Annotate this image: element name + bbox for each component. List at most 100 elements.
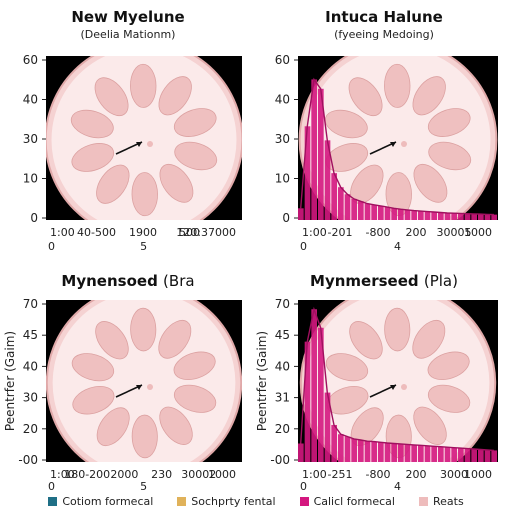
tissue-lobe [427,384,471,413]
tissue-lobe [158,76,192,116]
chart-panel-new-myelune: New Myelune (Deelia Mationm) 60 40 30 10 0 1:… [0,0,256,256]
specimen-disc-group [299,300,497,462]
x-tick-label: -800 [366,226,391,239]
center-dot [147,141,153,147]
chart-title: Mynmerseed (Pla) [256,272,512,290]
x-tick-label: 1:00 [50,226,75,239]
y-tick-label: 40 [23,359,38,373]
x-tick-label-secondary: 0 [300,480,307,493]
y-tick-label: 30 [23,132,38,146]
bar [464,213,471,220]
bar [444,447,451,462]
bar [438,446,444,462]
bar [418,211,424,220]
tissue-lobe [72,386,115,415]
bar [398,209,404,220]
tissue-lobe [158,319,192,359]
bar [344,436,351,462]
tissue-lobe [412,319,446,359]
x-tick-label: 1000 [464,226,492,239]
legend-swatch [418,496,428,506]
tissue-lobe [96,164,130,204]
chart-title-main: Mynensoed [61,272,158,290]
series-line [300,306,495,452]
x-tick-label: 120:37000 [176,226,236,239]
pointer-arrow-head [136,142,142,147]
bar [418,445,424,462]
y-tick-label: 0 [282,211,290,225]
tissue-lobe [427,108,471,137]
tissue-lobe [95,321,129,360]
x-tick-label: 180-200 [64,468,110,481]
tissue-lobe [159,406,193,445]
x-tick-label: 40-500 [77,226,116,239]
y-tick-label: -00 [18,453,38,467]
bar [451,213,457,220]
bar [378,205,384,220]
bar [384,443,391,462]
tissue-lobe [71,143,115,172]
tissue-lobe [131,172,158,217]
tissue-lobe [384,63,411,108]
x-tick-label: 1900 [129,226,157,239]
x-tick-label: -800 [366,468,391,481]
bar [331,173,337,220]
bar [471,213,477,220]
bar [351,438,357,462]
x-tick-label: -251 [328,468,353,481]
center-dot [147,384,153,390]
y-tick-label: 10 [275,172,290,186]
tissue-lobe [173,384,217,413]
bar [298,443,304,462]
tissue-lobe [173,108,217,137]
bar [371,204,377,220]
series-line [300,77,495,216]
tissue-lobe [413,163,448,203]
bar [351,198,357,220]
legend-item: Reats [418,495,464,508]
center-dot [401,384,407,390]
bar [391,208,397,220]
y-tick-label: 31 [275,391,290,405]
x-tick-label: 230 [151,468,172,481]
tissue-lobe [70,109,114,139]
x-tick-label: 500 [179,226,200,239]
bar [338,187,344,220]
y-axis-label: Peentrfer (Gaim) [3,331,17,431]
x-tick-label: 30002 [181,468,216,481]
tissue-lobe [325,353,369,382]
disc-center [122,118,166,162]
legend-swatch [48,496,58,506]
tissue-lobe [130,63,157,108]
tissue-lobe [427,351,470,380]
legend-label: Sochprty fental [191,494,276,508]
chart-title: New Myelune [71,8,185,26]
x-tick-label: 30005 [437,226,472,239]
legend: Cotiom formecal Sochprty fental Calicl for… [0,492,512,510]
tissue-lobe [349,321,383,360]
bar [311,309,317,462]
x-tick-label: 200 [406,468,427,481]
bar [424,211,431,220]
pointer-arrow-head [390,385,396,390]
bar [311,79,317,220]
bar [398,443,404,462]
x-tick-label: 1:00 [302,468,327,481]
tissue-lobe [428,141,472,171]
y-tick-label: 60 [275,53,290,67]
bar [338,434,344,462]
bar [298,208,304,220]
bar [304,341,311,462]
y-tick-label: -00 [270,453,290,467]
bar [331,424,337,462]
tissue-lobe [174,141,218,171]
y-tick-label: 20 [23,422,38,436]
tissue-lobe [384,307,411,352]
bar [444,212,451,220]
tissue-lobe [348,77,383,117]
y-axis-label: Peentrfer (Gaim) [256,331,269,431]
tissue-lobe [412,76,446,116]
